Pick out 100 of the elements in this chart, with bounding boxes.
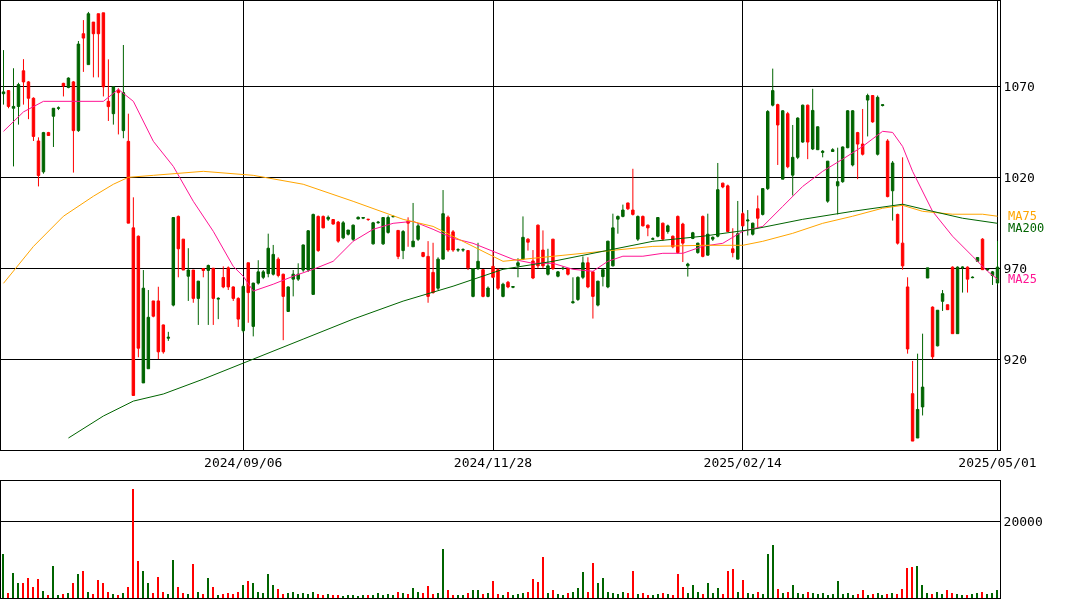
bar (137, 561, 139, 598)
bar (177, 587, 179, 598)
bar (612, 593, 614, 598)
candlestick (51, 107, 56, 148)
bar (732, 569, 734, 598)
candlestick (780, 109, 785, 180)
bar (467, 593, 469, 598)
candlestick (211, 267, 216, 326)
bar (747, 593, 749, 598)
bar (307, 594, 309, 598)
bar (697, 592, 699, 598)
candlestick (176, 215, 181, 278)
bar (677, 574, 679, 598)
bar (847, 593, 849, 598)
bar (167, 594, 169, 598)
bar (397, 592, 399, 598)
bar (67, 593, 69, 598)
bar (332, 595, 334, 598)
candlestick (286, 285, 290, 313)
bar (242, 585, 244, 598)
candlestick (820, 149, 825, 158)
bar (417, 592, 419, 598)
candlestick (756, 195, 760, 229)
y-tick-label: 920 (1003, 351, 1028, 367)
candlestick (126, 113, 131, 224)
bar (492, 581, 494, 598)
candlestick (116, 87, 121, 135)
candlestick (776, 103, 780, 166)
candlestick (326, 215, 330, 222)
bar (12, 573, 14, 598)
candlestick (11, 67, 16, 167)
bar (537, 582, 539, 598)
candlestick (785, 111, 790, 169)
bar (147, 583, 149, 598)
candlestick (875, 95, 880, 157)
bar (627, 593, 629, 598)
candlestick (571, 276, 575, 305)
bar (367, 595, 369, 598)
candlestick (746, 209, 750, 236)
bar (72, 583, 74, 598)
bar (432, 594, 434, 598)
bar (837, 581, 839, 598)
bar (477, 590, 479, 598)
candlestick (691, 231, 695, 240)
candlestick (915, 353, 920, 439)
bar (377, 593, 379, 598)
line-series (3, 88, 998, 292)
candlestick (466, 249, 470, 271)
bar (97, 580, 99, 598)
candlestick (830, 147, 835, 153)
bar (412, 588, 414, 598)
bar (687, 593, 689, 598)
bar (911, 567, 913, 598)
bar (891, 593, 893, 598)
bar (712, 593, 714, 598)
bar (996, 590, 998, 598)
bar (282, 594, 284, 598)
bar (642, 593, 644, 598)
candlestick (771, 68, 775, 107)
bar (966, 595, 968, 598)
bar (896, 594, 898, 598)
bar (737, 592, 739, 598)
bar (402, 593, 404, 598)
candlestick (1, 49, 6, 106)
candlestick (196, 280, 201, 326)
bar (936, 592, 938, 598)
bar (652, 595, 654, 598)
bar (57, 595, 59, 598)
series-label: MA75 (1008, 209, 1037, 223)
bar (337, 595, 339, 598)
candlestick (850, 109, 855, 167)
candlestick (186, 247, 191, 302)
bar (372, 595, 374, 598)
bar (572, 592, 574, 598)
bar (567, 593, 569, 598)
candlestick (661, 222, 665, 242)
bar (802, 594, 804, 598)
candlestick (166, 331, 171, 342)
bar (427, 586, 429, 598)
bar (217, 595, 219, 598)
bar (497, 594, 499, 598)
bar (182, 593, 184, 598)
candlestick (486, 285, 490, 298)
candlestick (96, 13, 101, 78)
bar (232, 594, 234, 598)
bar (926, 593, 928, 598)
candlestick (16, 82, 21, 126)
bar (162, 592, 164, 598)
bar (672, 595, 674, 598)
bar (442, 549, 444, 598)
bar (437, 593, 439, 598)
bar (487, 593, 489, 598)
bar (931, 594, 933, 598)
candlestick (131, 196, 136, 396)
candlestick (556, 270, 560, 278)
candlestick (521, 215, 525, 260)
bar (482, 594, 484, 598)
candlestick (61, 82, 66, 97)
bar (157, 577, 159, 598)
bar (77, 574, 79, 598)
